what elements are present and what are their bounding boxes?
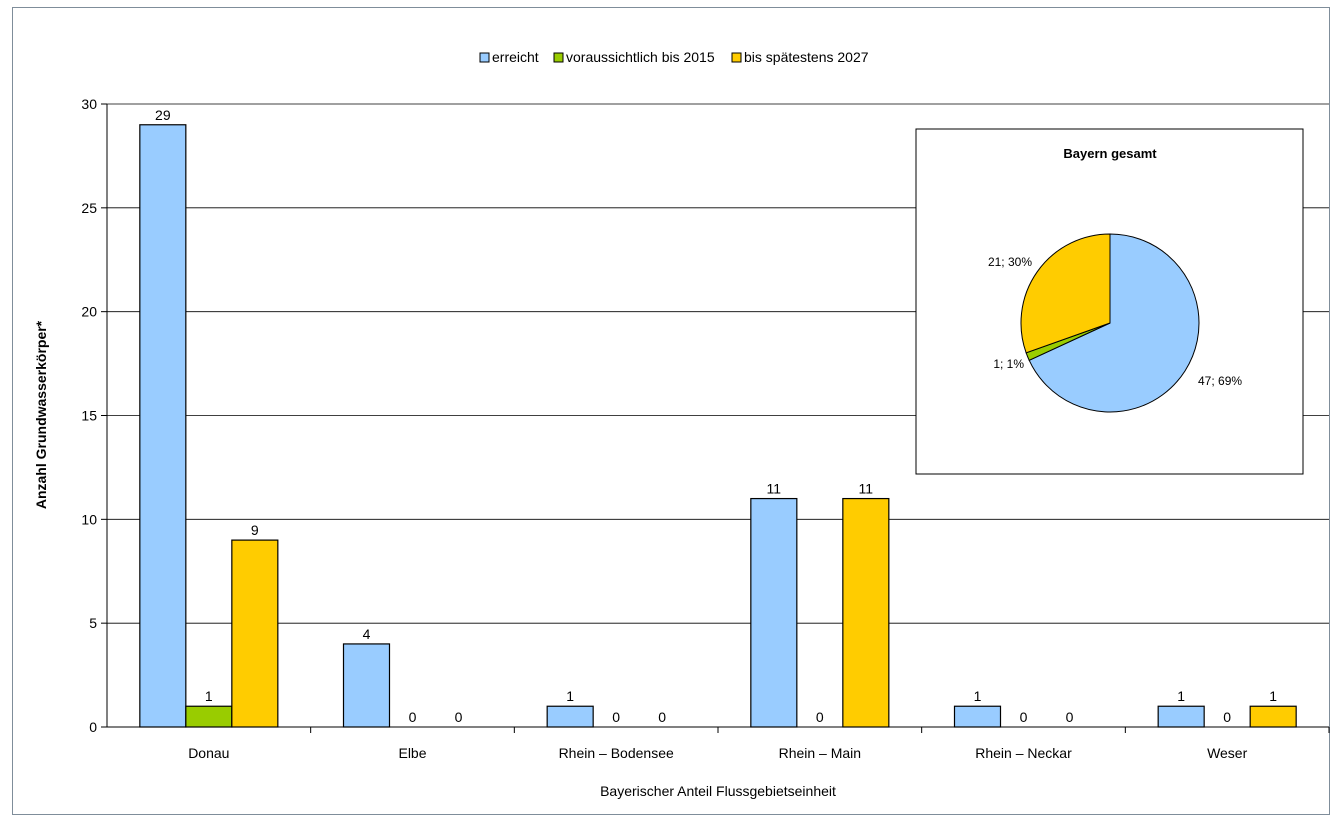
y-tick-label: 10 (81, 511, 97, 527)
data-label: 11 (859, 481, 874, 497)
pie-inset: Bayern gesamt 47; 69% 1; 1% 21; 30% (915, 128, 1304, 475)
data-label: 29 (155, 107, 171, 123)
x-tick-label: Elbe (398, 745, 426, 761)
data-label: 11 (767, 481, 782, 497)
x-tick-label: Donau (188, 745, 229, 761)
data-label: 0 (816, 709, 824, 725)
pie-label: 21; 30% (988, 255, 1032, 269)
bar (842, 497, 890, 728)
y-tick-label: 0 (89, 719, 97, 735)
pie-slices (1020, 233, 1200, 413)
y-axis-title: Anzahl Grundwasserkörper* (33, 320, 49, 509)
data-label: 0 (455, 709, 463, 725)
data-label: 1 (1177, 688, 1185, 704)
data-label: 4 (363, 626, 371, 642)
data-label: 0 (1223, 709, 1231, 725)
data-label: 0 (1066, 709, 1074, 725)
legend-swatch (731, 52, 742, 63)
y-tick-label: 30 (81, 96, 97, 112)
pie-label: 1; 1% (993, 357, 1024, 371)
data-label: 0 (658, 709, 666, 725)
pie-slice (1020, 233, 1111, 354)
bars (139, 124, 1297, 728)
legend-label: erreicht (492, 49, 539, 65)
x-axis-title: Bayerischer Anteil Flussgebietseinheit (600, 783, 836, 799)
pie-slice (1028, 233, 1200, 413)
legend: erreicht voraussichtlich bis 2015 bis spät… (479, 49, 869, 65)
data-label: 1 (974, 688, 982, 704)
bar (1157, 705, 1205, 728)
pie-title: Bayern gesamt (1063, 146, 1157, 161)
y-tick-label: 5 (89, 615, 97, 631)
x-tick-label: Rhein – Main (779, 745, 862, 761)
bar (231, 539, 279, 728)
x-tick-label: Rhein – Bodensee (559, 745, 674, 761)
x-tick-label: Weser (1207, 745, 1248, 761)
legend-label: voraussichtlich bis 2015 (566, 49, 715, 65)
y-tick-label: 20 (81, 304, 97, 320)
legend-swatch (479, 52, 490, 63)
bar (1249, 705, 1297, 728)
data-label: 1 (1269, 688, 1277, 704)
legend-swatch (553, 52, 564, 63)
data-label: 0 (409, 709, 417, 725)
bar (953, 705, 1002, 728)
data-label: 9 (251, 522, 259, 538)
data-label: 0 (1020, 709, 1028, 725)
legend-label: bis spätestens 2027 (744, 49, 869, 65)
pie-labels: 47; 69% 1; 1% 21; 30% (988, 255, 1242, 388)
x-tick-label: Rhein – Neckar (975, 745, 1072, 761)
bar (185, 705, 233, 728)
data-label: 1 (566, 688, 574, 704)
chart-frame (12, 7, 1330, 815)
pie-label: 47; 69% (1198, 374, 1242, 388)
y-tick-label: 15 (81, 408, 97, 424)
bar (750, 497, 798, 728)
bar (546, 705, 594, 728)
data-label: 0 (612, 709, 620, 725)
bar (342, 643, 391, 728)
bar (139, 124, 187, 728)
data-label: 1 (205, 688, 213, 704)
y-tick-label: 25 (81, 200, 97, 216)
